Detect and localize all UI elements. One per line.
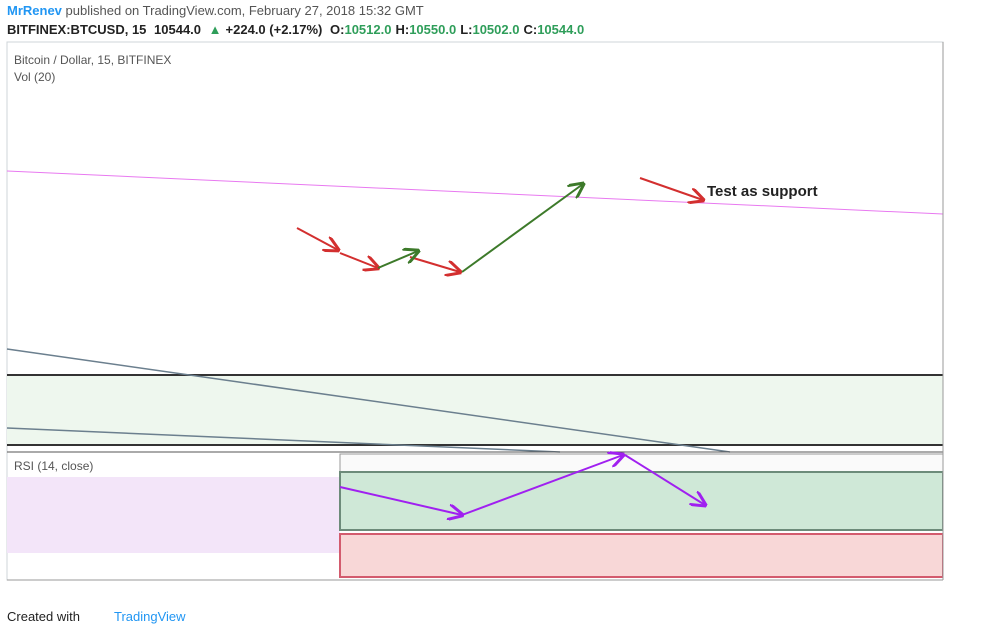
ohlc-value: 10550.0 <box>409 22 457 37</box>
footer: Created with TradingView <box>7 609 186 624</box>
ohlc-value: 10512.0 <box>344 22 392 37</box>
box-drawing <box>339 533 944 578</box>
rsi-band <box>7 477 340 553</box>
symbol: BITFINEX:BTCUSD, 15 <box>7 22 147 37</box>
pane-title: RSI (14, close) <box>14 459 93 473</box>
box-drawing <box>7 375 943 445</box>
change: +224.0 (+2.17%) <box>225 22 323 37</box>
pane-title: Vol (20) <box>14 70 55 84</box>
price-axis <box>943 42 1002 600</box>
arrows <box>296 177 705 516</box>
created: Created with <box>7 609 80 624</box>
arrow <box>461 184 583 273</box>
last: 10544.0 <box>154 22 202 37</box>
annotation: Test as support <box>707 183 818 200</box>
up-icon: ▲ <box>208 22 222 37</box>
arrow <box>624 454 705 505</box>
arrow <box>339 252 378 268</box>
box-drawing <box>339 471 944 531</box>
brand[interactable]: TradingView <box>113 609 186 624</box>
author[interactable]: MrRenev <box>7 3 62 18</box>
ohlc-label: H: <box>395 22 410 37</box>
ohlc-value: 10502.0 <box>472 22 520 37</box>
trend-line <box>6 348 731 453</box>
ohlc-value: 10544.0 <box>537 22 585 37</box>
ohlc-label: O: <box>330 22 345 37</box>
ohlc-label: C: <box>523 22 538 37</box>
arrow <box>639 177 703 200</box>
arrow <box>377 251 418 269</box>
header-line: BITFINEX:BTCUSD, 15 10544.0 ▲ +224.0 (+2.… <box>7 22 592 37</box>
box-drawing <box>339 453 944 473</box>
arrow <box>339 486 462 515</box>
header-line: MrRenev published on TradingView.com, Fe… <box>7 3 424 18</box>
pane-title: Bitcoin / Dollar, 15, BITFINEX <box>14 53 171 67</box>
arrow <box>461 455 623 516</box>
trend-line <box>6 427 561 453</box>
ohlc: O:10512.0 H:10550.0 L:10502.0 C:10544.0 <box>330 22 588 37</box>
arrow <box>296 227 338 250</box>
published: published on TradingView.com, February 2… <box>65 3 424 18</box>
ohlc-label: L: <box>460 22 473 37</box>
trend-line <box>6 170 944 215</box>
